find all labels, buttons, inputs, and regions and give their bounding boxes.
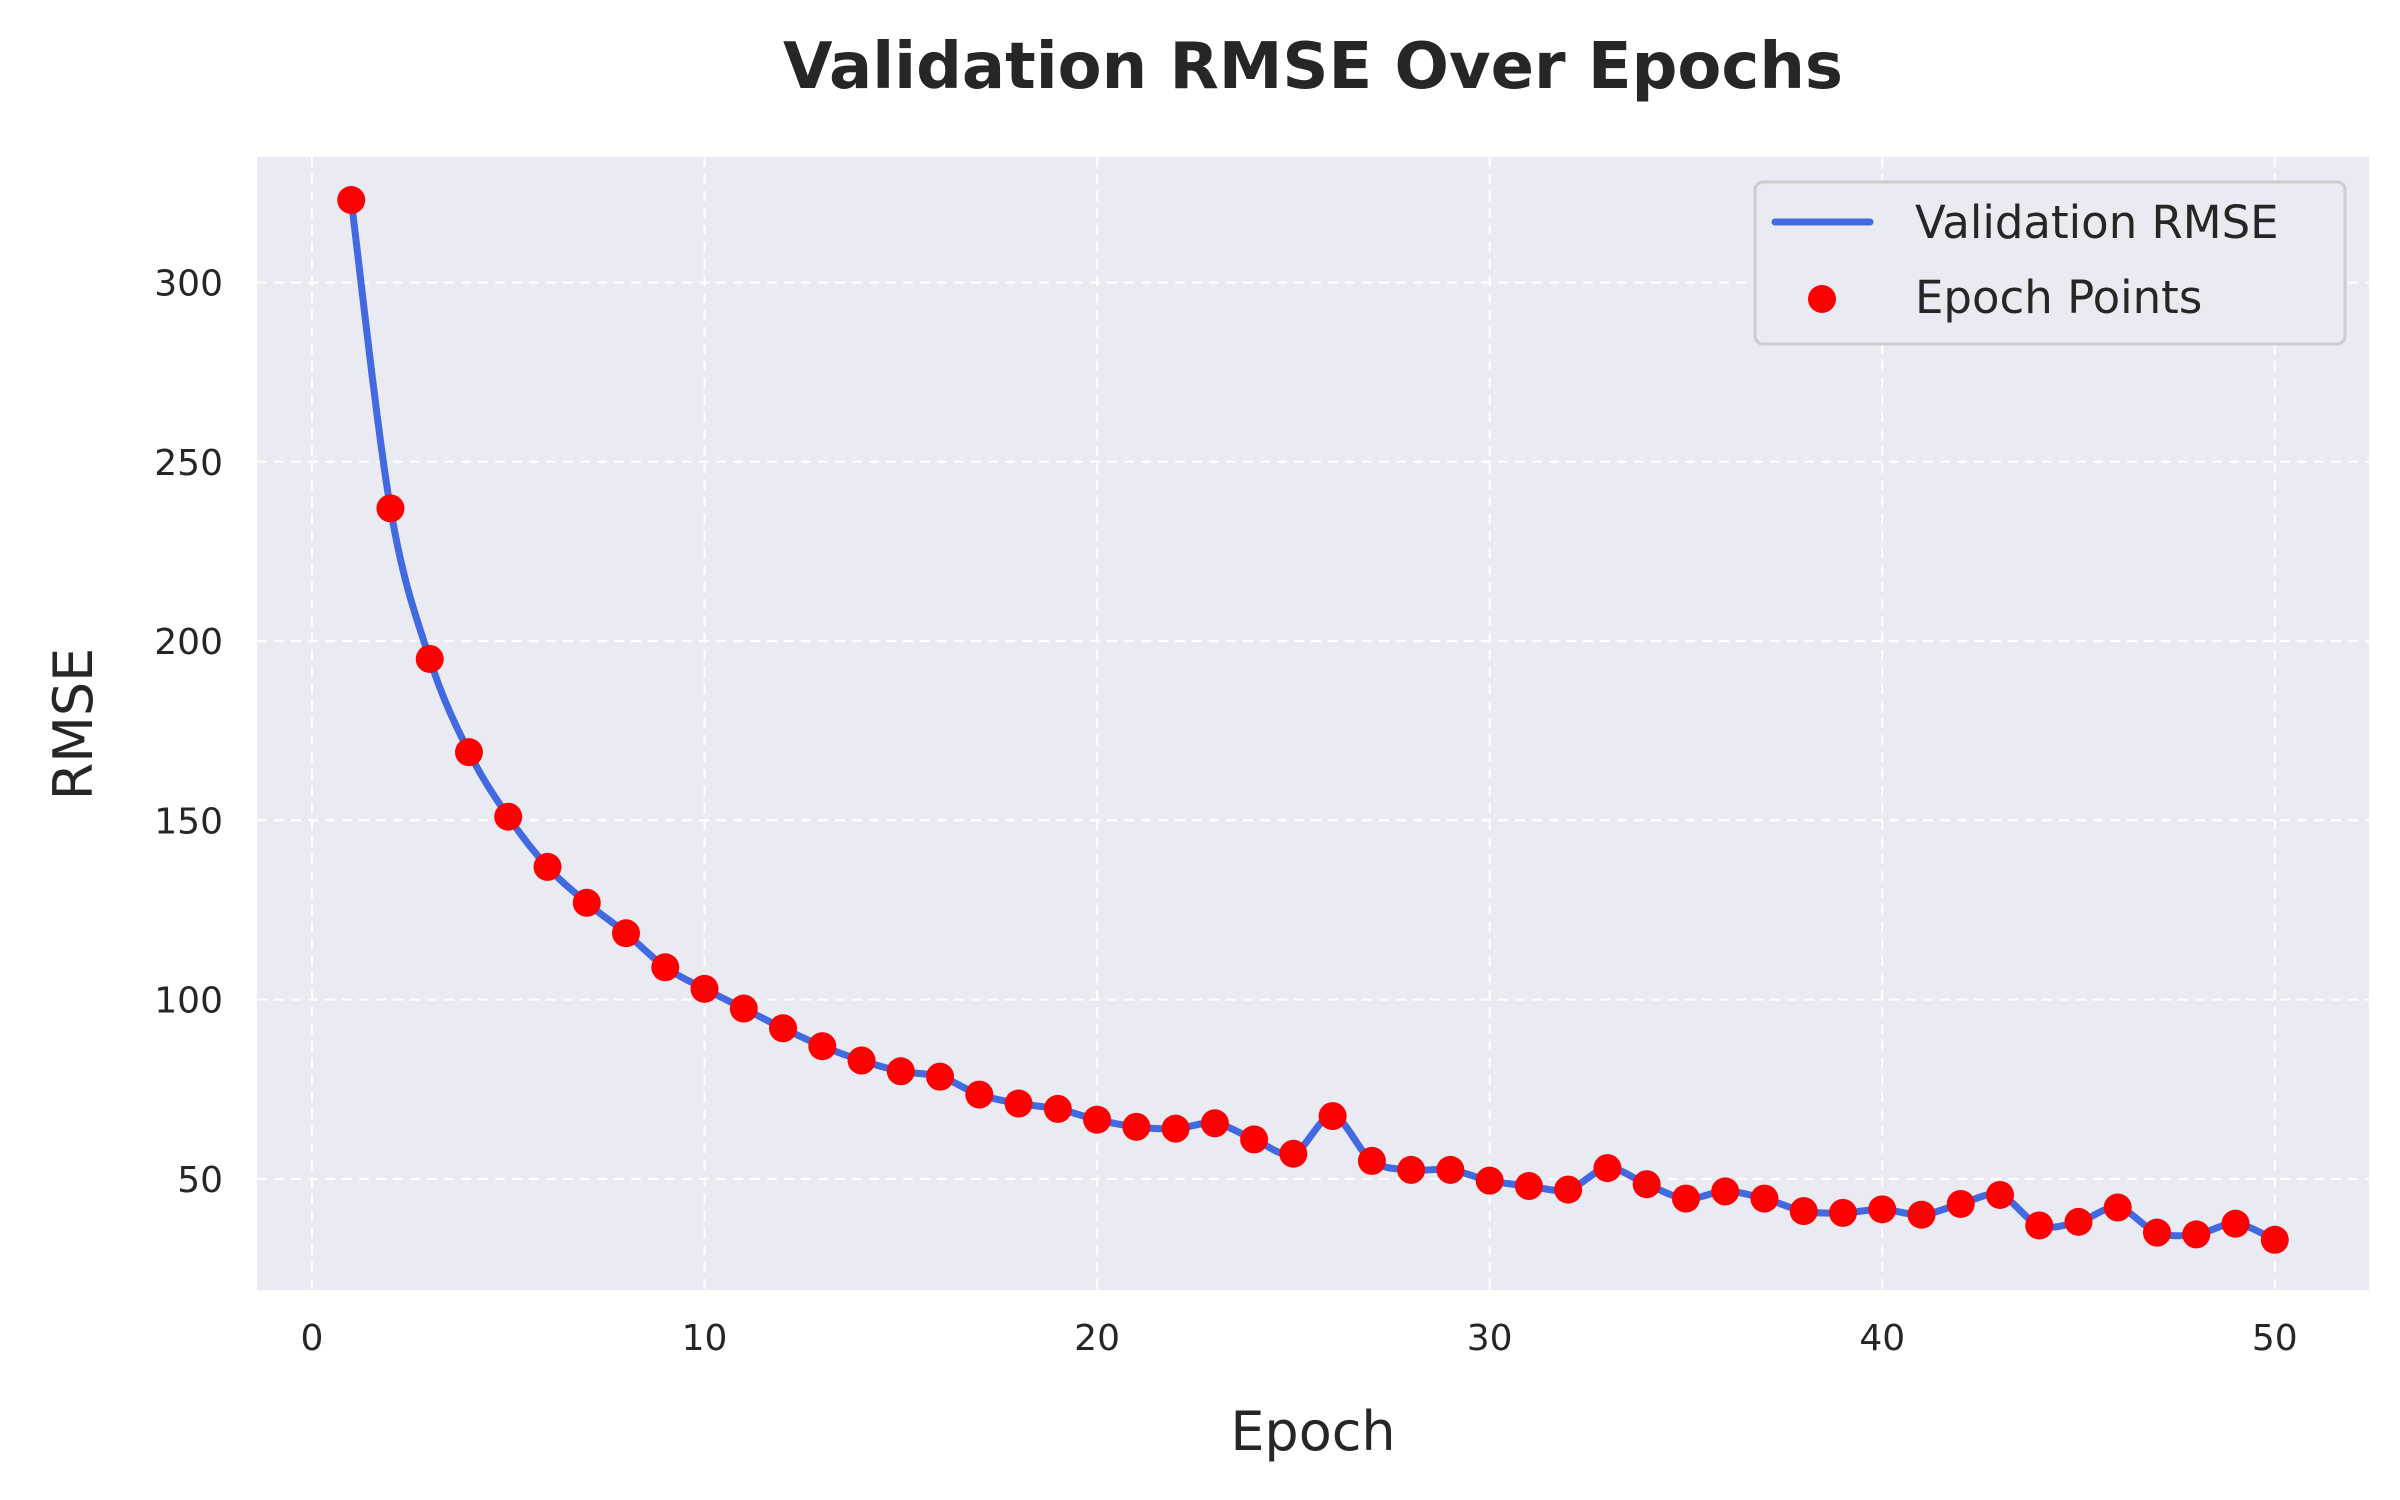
plot-background — [257, 157, 2369, 1290]
epoch-point — [1240, 1125, 1269, 1154]
epoch-point — [965, 1080, 994, 1109]
x-tick-label: 10 — [682, 1318, 728, 1359]
epoch-point — [1161, 1114, 1190, 1143]
epoch-point — [690, 974, 719, 1003]
epoch-point — [1279, 1139, 1308, 1168]
tick-labels: 0 10 20 30 40 50 50 100 150 200 250 300 — [154, 263, 2297, 1359]
epoch-point — [2260, 1225, 2289, 1254]
epoch-point — [1043, 1094, 1072, 1123]
epoch-point — [2064, 1207, 2093, 1236]
epoch-point — [729, 994, 758, 1023]
y-tick-label: 150 — [154, 801, 223, 842]
epoch-point — [572, 888, 601, 917]
epoch-point — [2143, 1218, 2172, 1247]
epoch-point — [1828, 1198, 1857, 1227]
legend-label-validation-rmse: Validation RMSE — [1915, 196, 2279, 249]
legend-label-epoch-points: Epoch Points — [1915, 271, 2202, 324]
epoch-point — [1357, 1146, 1386, 1175]
epoch-point — [415, 644, 444, 673]
epoch-point — [1318, 1102, 1347, 1131]
x-tick-label: 50 — [2252, 1318, 2298, 1359]
epoch-point — [1593, 1154, 1622, 1183]
epoch-point — [2103, 1193, 2132, 1222]
x-tick-label: 30 — [1467, 1318, 1513, 1359]
epoch-point — [847, 1046, 876, 1075]
epoch-point — [612, 919, 641, 948]
chart-title: Validation RMSE Over Epochs — [783, 30, 1843, 104]
epoch-point — [1632, 1170, 1661, 1199]
epoch-point — [454, 738, 483, 767]
y-tick-label: 100 — [154, 981, 223, 1022]
x-tick-label: 40 — [1859, 1318, 1905, 1359]
y-tick-label: 50 — [177, 1160, 223, 1201]
legend-box — [1753, 180, 2347, 346]
epoch-point — [1946, 1189, 1975, 1218]
epoch-point — [1436, 1155, 1465, 1184]
epoch-point — [1554, 1175, 1583, 1204]
x-tick-label: 20 — [1074, 1318, 1120, 1359]
legend-swatch-point — [1808, 285, 1836, 313]
y-tick-label: 300 — [154, 263, 223, 304]
epoch-point — [1868, 1195, 1897, 1224]
epoch-point — [2025, 1211, 2054, 1240]
epoch-point — [494, 802, 523, 831]
epoch-point — [1789, 1197, 1818, 1226]
epoch-point — [1397, 1155, 1426, 1184]
epoch-point — [1200, 1109, 1229, 1138]
epoch-point — [1907, 1200, 1936, 1229]
legend: Validation RMSE Epoch Points — [1753, 180, 2347, 346]
epoch-point — [886, 1057, 915, 1086]
epoch-point — [1083, 1105, 1112, 1134]
x-tick-label: 0 — [301, 1318, 324, 1359]
epoch-point — [1475, 1166, 1504, 1195]
y-tick-label: 250 — [154, 443, 223, 484]
epoch-point — [1985, 1180, 2014, 1209]
epoch-point — [1122, 1112, 1151, 1141]
epoch-point — [376, 494, 405, 523]
epoch-point — [1671, 1184, 1700, 1213]
y-axis-label: RMSE — [42, 648, 105, 801]
epoch-point — [533, 852, 562, 881]
epoch-point — [769, 1014, 798, 1043]
epoch-point — [1711, 1177, 1740, 1206]
epoch-point — [651, 953, 680, 982]
epoch-point — [2182, 1220, 2211, 1249]
epoch-point — [337, 186, 366, 215]
epoch-point — [926, 1062, 955, 1091]
epoch-point — [1750, 1184, 1779, 1213]
epoch-point — [2221, 1209, 2250, 1238]
series-points-epoch — [337, 186, 2289, 1254]
series-layer — [337, 186, 2289, 1254]
y-tick-label: 200 — [154, 622, 223, 663]
epoch-point — [1004, 1089, 1033, 1118]
epoch-point — [1514, 1172, 1543, 1201]
x-axis-label: Epoch — [1230, 1400, 1395, 1463]
epoch-point — [808, 1032, 837, 1061]
